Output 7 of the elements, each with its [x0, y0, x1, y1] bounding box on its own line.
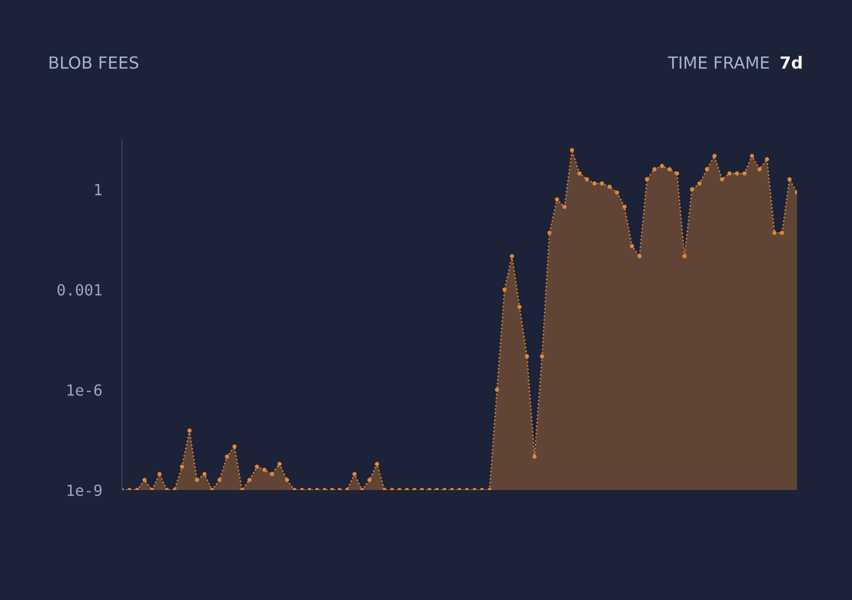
text: TIME FRAME — [668, 56, 769, 69]
y-tick-label: 1e-9 — [68, 484, 102, 496]
chart-title: BLOB FEES — [50, 56, 138, 69]
y-tick-label: 0.001 — [58, 284, 102, 296]
text: 7d — [780, 56, 802, 69]
y-tick-label: 1 — [95, 184, 102, 196]
y-tick-label: 1e-6 — [68, 384, 102, 396]
